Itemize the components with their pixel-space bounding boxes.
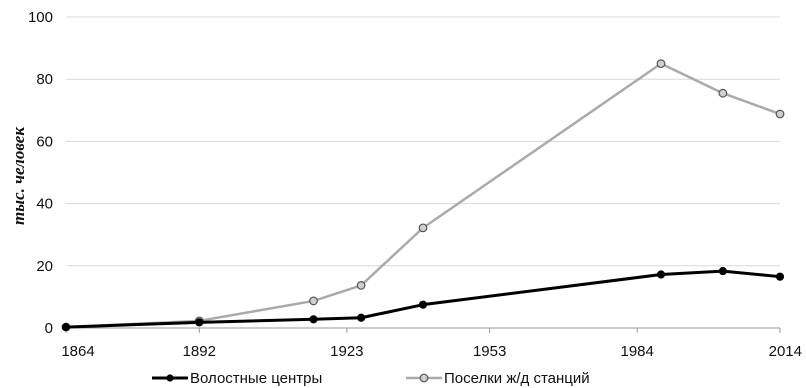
y-tick-labels: 0 20 40 60 80 100 [28,9,53,337]
y-tick-label: 100 [28,9,53,26]
legend-label: Поселки ж/д станций [444,370,590,387]
gridlines [66,16,780,267]
x-tick-label: 1923 [330,343,363,360]
data-point [195,318,204,327]
data-point [309,315,318,324]
y-tick-label: 20 [36,258,53,275]
legend-label: Волостные центры [190,370,322,387]
data-point [61,322,71,332]
x-tick-label: 2014 [769,343,802,360]
x-tick-label: 1953 [473,343,506,360]
legend: Волостные центры Поселки ж/д станций [152,370,590,387]
y-tick-label: 0 [45,320,53,337]
y-tick-label: 40 [36,196,53,213]
data-point [656,59,666,69]
data-point [656,270,666,279]
data-point [309,296,318,306]
data-point [357,313,366,322]
data-point [418,300,428,309]
legend-marker [419,373,429,383]
x-tick-label: 1864 [61,343,94,360]
data-point [775,272,785,281]
data-point [356,280,366,290]
x-tick-label: 1892 [183,343,216,360]
series-line [65,62,781,329]
data-point [775,109,785,119]
y-axis-label: тыс. человек [9,127,28,225]
y-tick-label: 80 [36,71,53,88]
data-point [718,266,727,276]
legend-marker [166,374,174,382]
x-tick-label: 1984 [621,343,654,360]
data-point [718,88,728,98]
y-tick-label: 60 [36,133,53,150]
series-line [65,269,781,329]
x-tick-labels: 1864 1892 1923 1953 1984 2014 [61,343,802,360]
series-layer [61,59,785,332]
data-point [418,223,428,233]
axes [65,327,781,333]
